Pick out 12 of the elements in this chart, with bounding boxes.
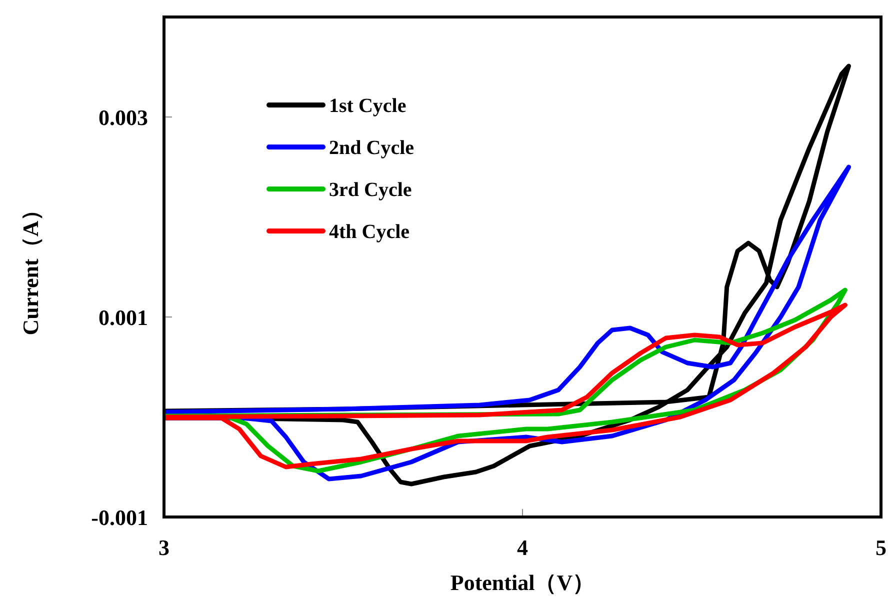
- x-tick-label: 5: [876, 535, 886, 560]
- legend-label: 2nd Cycle: [329, 137, 414, 159]
- y-axis-title: Current（A）: [18, 198, 43, 336]
- y-tick-label: -0.001: [91, 505, 148, 530]
- x-axis-title: Potential（V）: [450, 570, 595, 595]
- x-tick-label: 3: [158, 535, 170, 560]
- legend-label: 3rd Cycle: [329, 179, 412, 201]
- y-tick-label: 0.003: [98, 105, 148, 130]
- legend-label: 1st Cycle: [329, 95, 406, 117]
- x-tick-label: 4: [517, 535, 528, 560]
- y-tick-label: 0.001: [98, 305, 148, 330]
- legend-label: 4th Cycle: [329, 221, 410, 243]
